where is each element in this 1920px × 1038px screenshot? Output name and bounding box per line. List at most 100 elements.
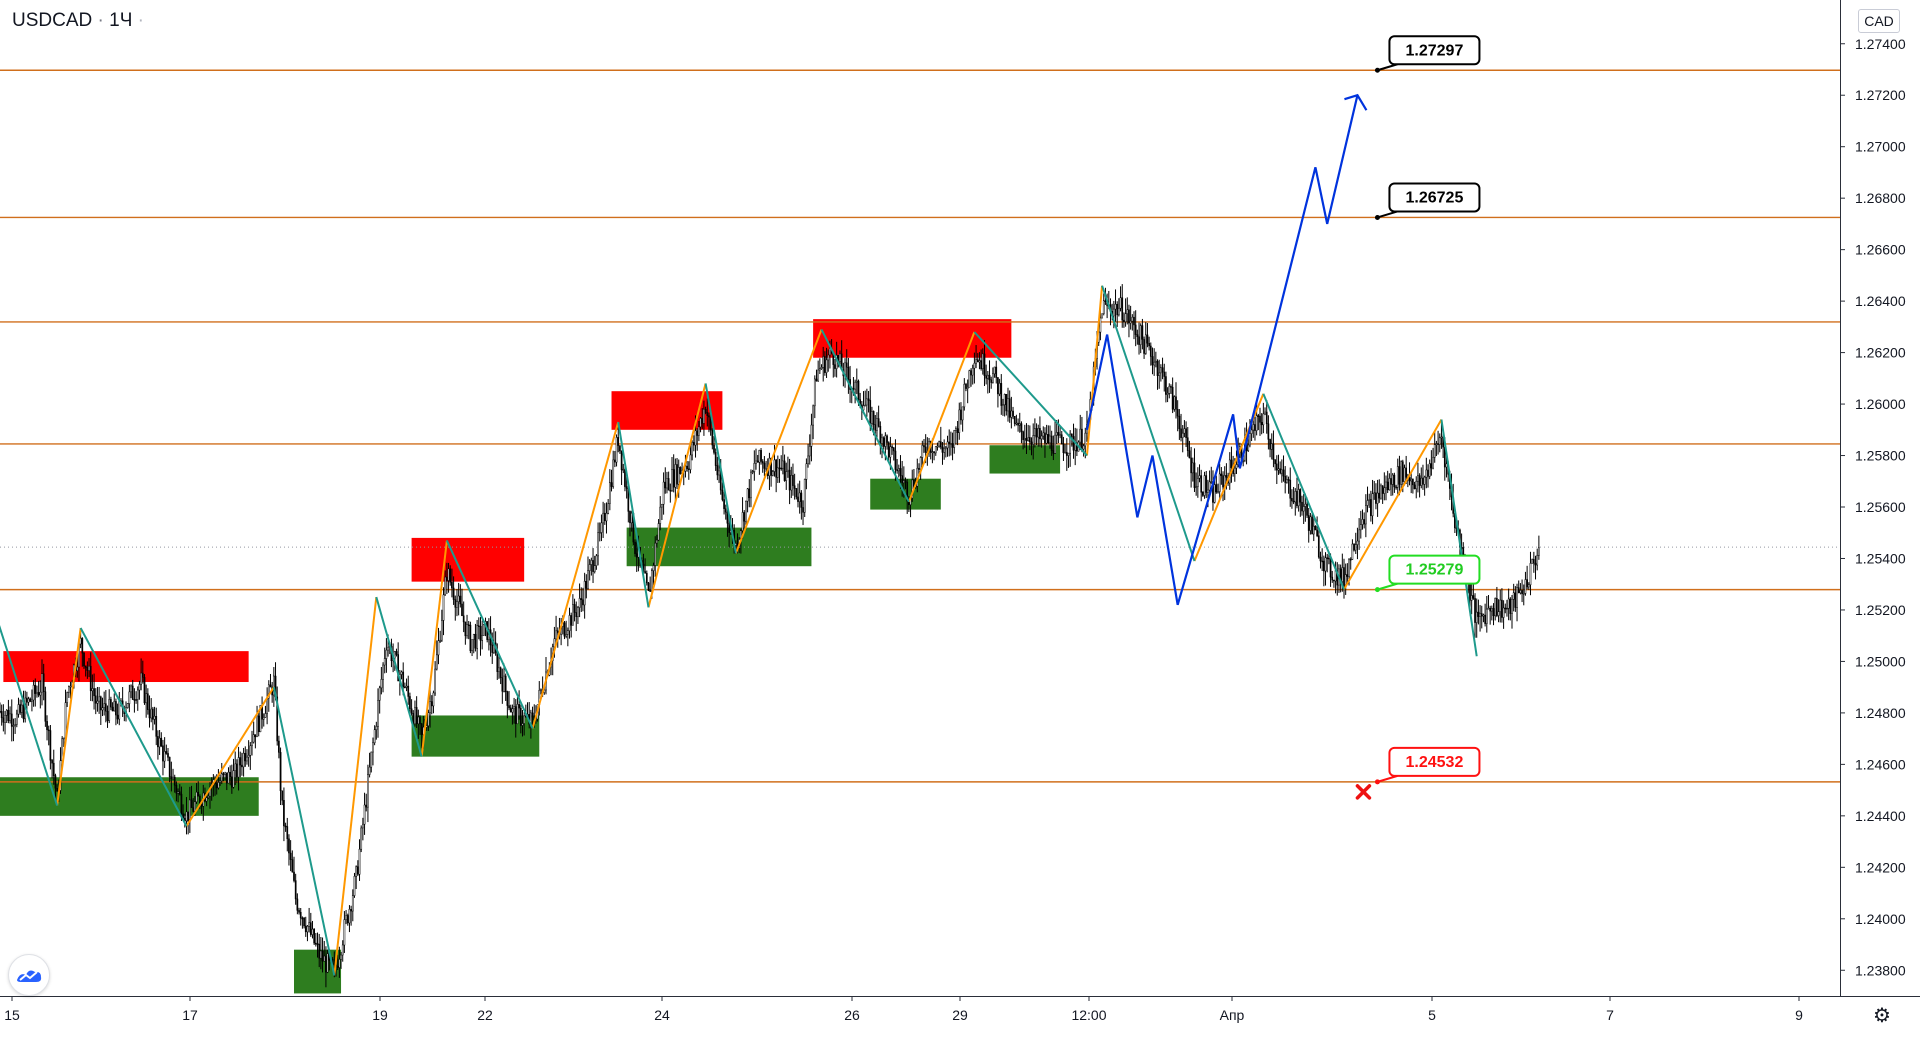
zigzag-down-leg	[445, 540, 534, 729]
candle-body	[941, 446, 944, 453]
candle-body	[677, 467, 680, 485]
candle-body	[602, 512, 604, 524]
candle-body	[1490, 608, 1493, 612]
candle-body	[1062, 443, 1065, 453]
candle-body	[1359, 524, 1362, 531]
candle-body	[1163, 371, 1166, 377]
candle-body	[5, 710, 8, 716]
candle-body	[247, 755, 250, 758]
candle-body	[1101, 313, 1103, 319]
currency-button[interactable]: CAD	[1858, 9, 1900, 33]
candle-body	[15, 713, 18, 725]
candle-body	[37, 692, 40, 696]
candle-body	[580, 598, 583, 600]
candle-body	[0, 711, 3, 719]
candle-body	[822, 356, 825, 368]
candle-body	[876, 418, 878, 431]
candle-body	[1138, 336, 1140, 345]
candle-body	[1484, 614, 1486, 624]
candle-body	[595, 555, 598, 566]
candle-body	[622, 469, 625, 471]
candle-body	[676, 464, 678, 485]
candle-body	[415, 707, 418, 725]
candle-body	[474, 633, 477, 649]
candle-body	[491, 644, 494, 653]
candle-body	[400, 671, 403, 675]
candle-body	[950, 443, 952, 445]
candle-body	[862, 405, 865, 411]
candle-body	[1057, 432, 1060, 436]
candle-body	[1040, 435, 1043, 440]
candle-body	[29, 698, 32, 702]
candle-body	[1015, 422, 1018, 425]
candle-body	[1346, 574, 1349, 577]
candle-body	[866, 398, 868, 406]
gear-icon[interactable]: ⚙	[1873, 1005, 1891, 1027]
candle-body	[1025, 438, 1028, 441]
candle-body	[365, 804, 368, 808]
candle-body	[467, 624, 470, 626]
candle-body	[521, 723, 524, 726]
candle-body	[224, 772, 226, 775]
candle-body	[634, 541, 636, 554]
candle-body	[1222, 475, 1224, 488]
candle-body	[810, 424, 813, 447]
candle-body	[652, 565, 655, 571]
candle-body	[1148, 343, 1150, 347]
candle-body	[1034, 428, 1036, 436]
candle-body	[555, 630, 557, 640]
candle-body	[1102, 300, 1105, 314]
candle-body	[190, 799, 193, 808]
candle-body	[605, 512, 608, 522]
tradingview-logo-icon[interactable]	[8, 954, 50, 996]
candle-body	[54, 775, 57, 789]
candle-body	[39, 691, 42, 696]
candle-body	[1045, 434, 1048, 444]
candle-body	[257, 715, 260, 733]
candle-body	[140, 672, 142, 685]
stop-callout-label: 1.24532	[1406, 754, 1464, 771]
candle-body	[155, 715, 158, 737]
candle-body	[148, 709, 151, 719]
candle-body	[110, 699, 112, 708]
candle-body	[625, 486, 628, 489]
entry-callout-pointer	[1377, 582, 1398, 591]
time-tick-label: 9	[1795, 1007, 1803, 1023]
candle-body	[143, 677, 146, 704]
candle-body	[1521, 590, 1523, 595]
candle-body	[276, 696, 279, 742]
symbol-header[interactable]: USDCAD · 1Ч ·	[12, 10, 144, 32]
candle-body	[704, 408, 707, 413]
candle-body	[241, 764, 243, 768]
zigzag-up-leg	[1085, 285, 1104, 456]
candle-body	[1175, 396, 1177, 410]
candle-body	[1082, 445, 1085, 450]
candle-body	[1208, 481, 1211, 491]
candle-body	[303, 917, 305, 927]
candle-body	[624, 469, 626, 487]
candle-body	[306, 926, 309, 933]
candle-body	[404, 686, 406, 689]
candle-body	[133, 699, 136, 701]
candle-body	[1516, 587, 1518, 608]
candle-body	[462, 615, 465, 623]
candle-body	[234, 763, 237, 771]
candle-body	[131, 685, 134, 700]
candle-body	[1282, 469, 1285, 477]
candle-body	[375, 726, 378, 730]
candle-body	[1079, 428, 1082, 443]
candle-body	[827, 354, 830, 361]
candle-body	[1027, 437, 1030, 441]
candle-body	[1307, 515, 1310, 531]
candle-body	[1228, 459, 1231, 484]
price-tick-label: 1.24800	[1855, 705, 1906, 721]
candle-body	[449, 568, 452, 583]
candle-body	[1262, 413, 1265, 426]
candle-body	[829, 347, 831, 356]
candle-body	[457, 595, 460, 602]
candle-body	[785, 471, 788, 481]
candle-body	[192, 807, 195, 812]
candle-body	[205, 797, 208, 802]
candle-body	[180, 793, 183, 815]
